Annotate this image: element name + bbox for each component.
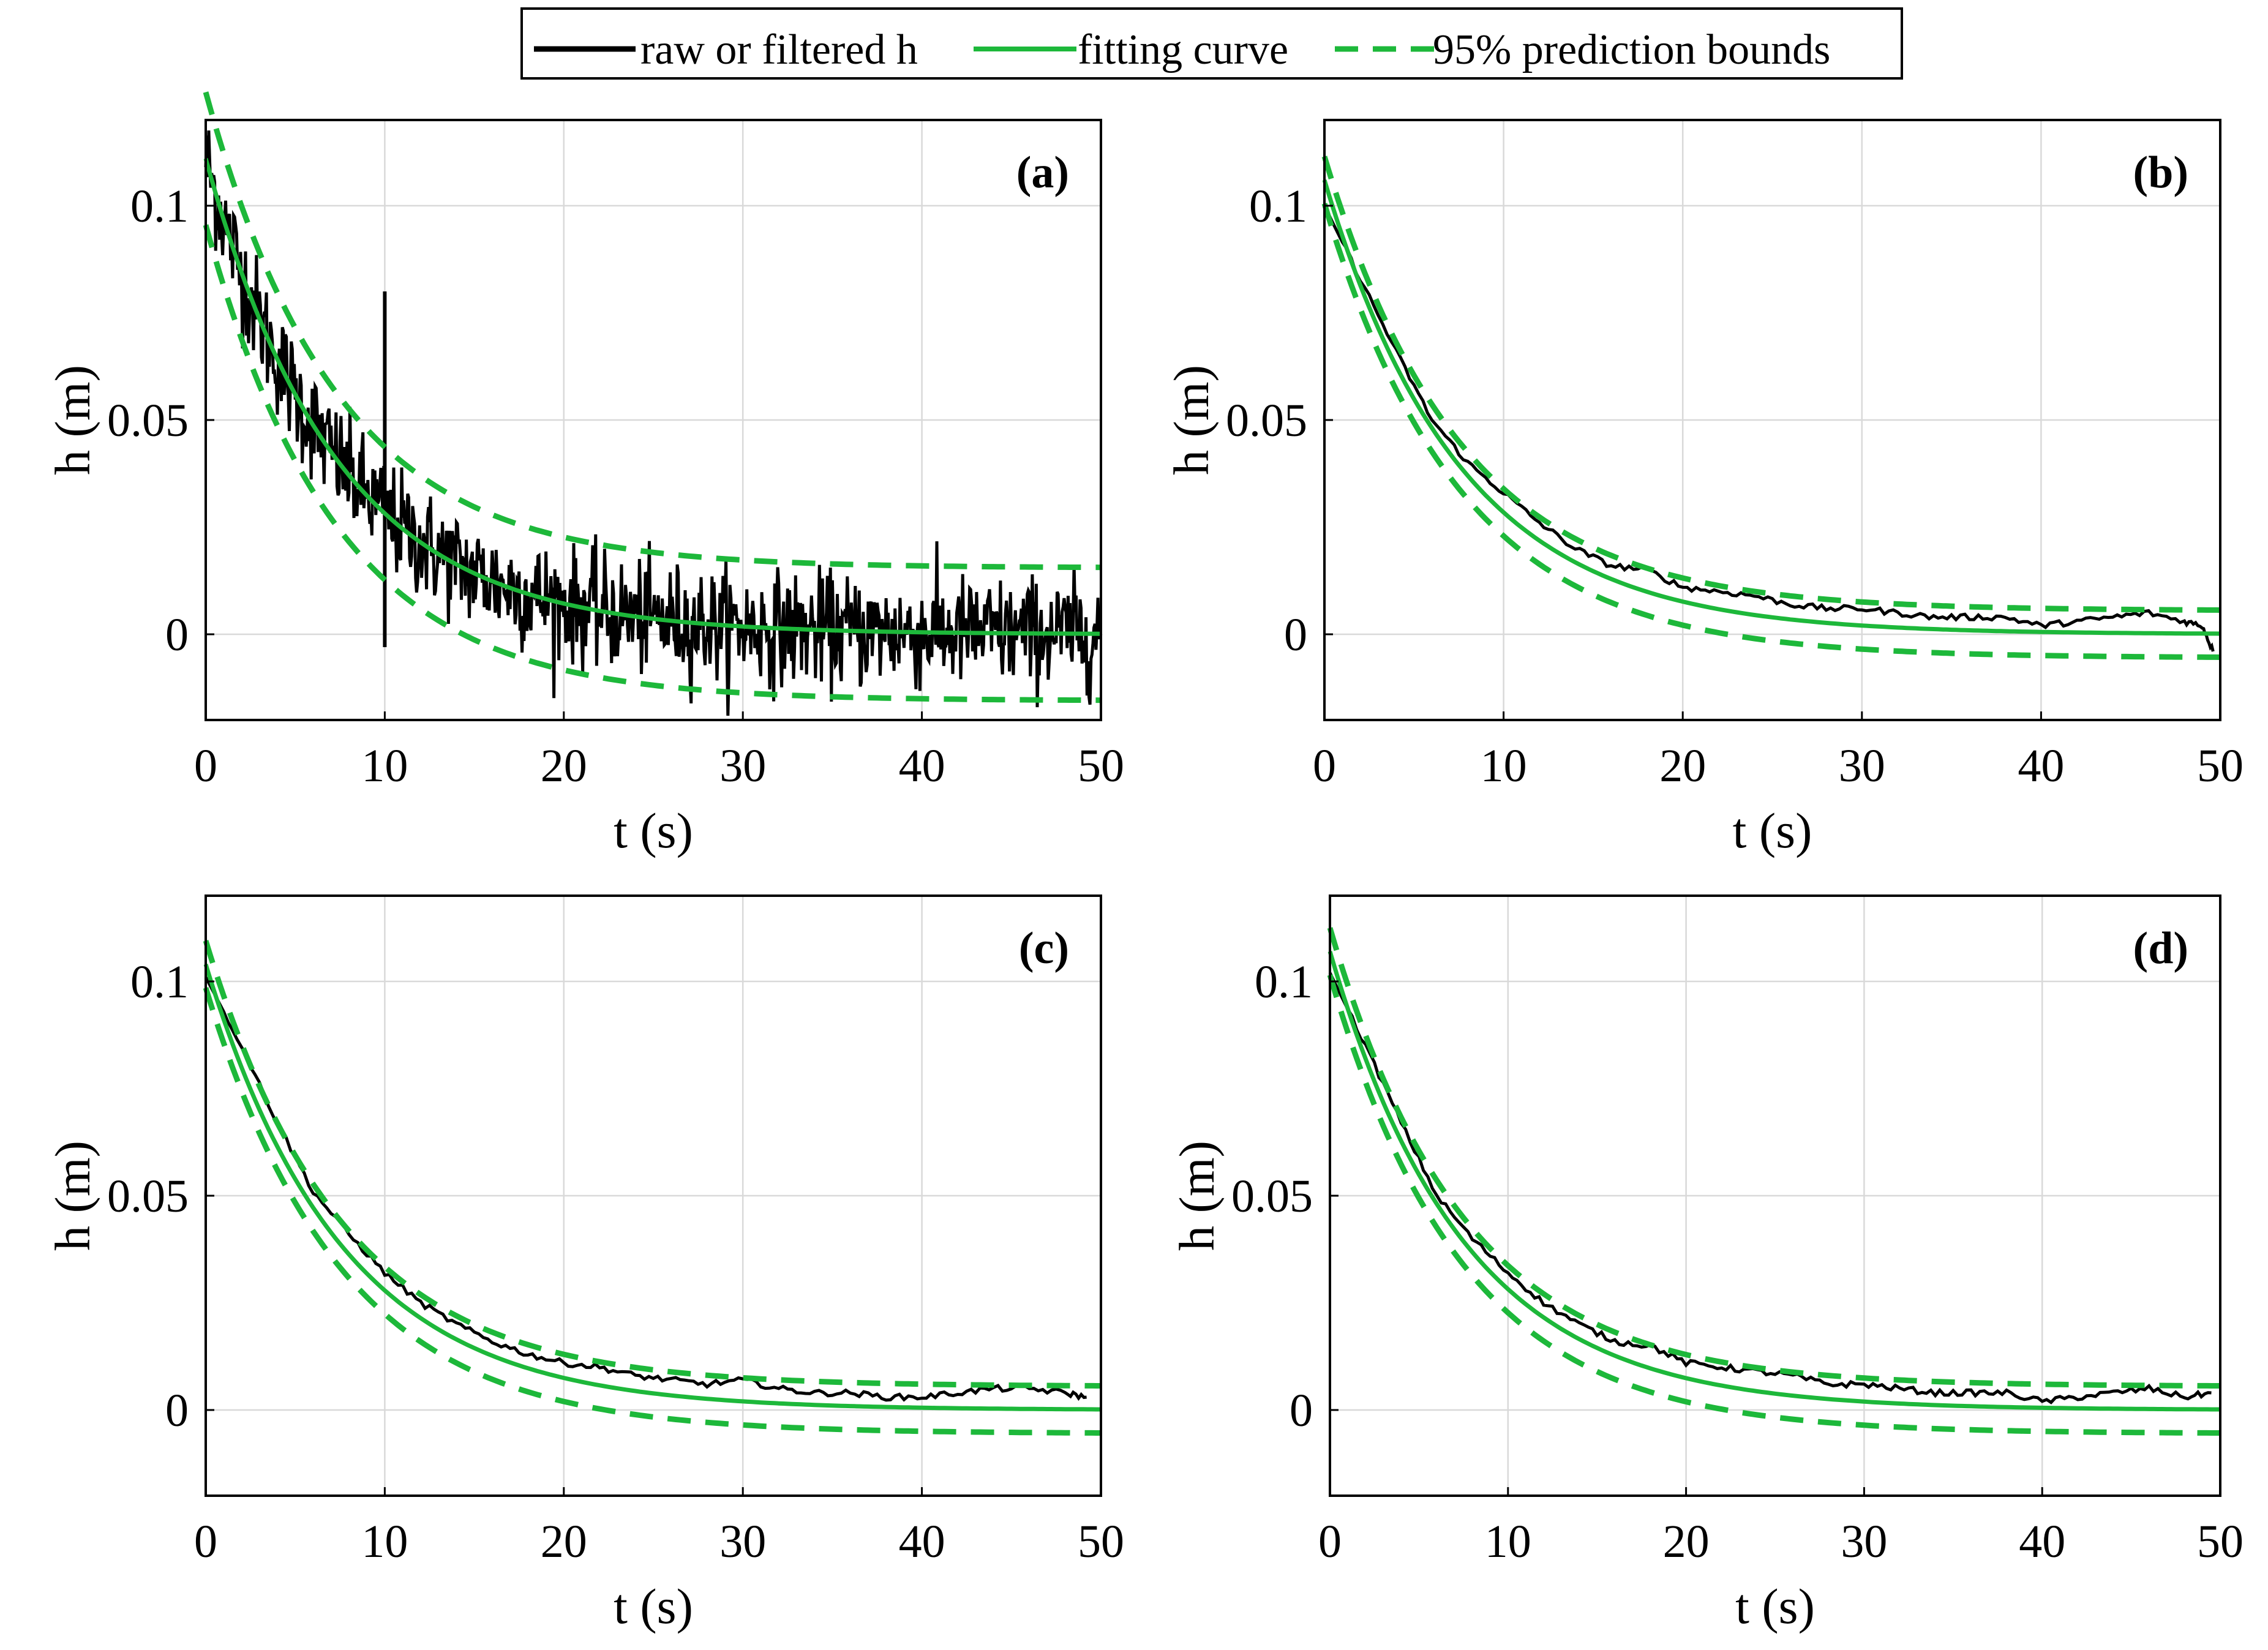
panel-d-upper-bound <box>1327 927 2220 1389</box>
panel-a-xtick-label-5: 50 <box>1078 740 1124 792</box>
panel-b-label: (b) <box>2133 148 2188 198</box>
panel-b-ytick-label-0: 0 <box>1284 609 1307 661</box>
panel-c-xtick-label-0: 0 <box>194 1516 217 1567</box>
legend-box <box>520 7 1903 80</box>
panel-c-ytick-label-0: 0 <box>165 1385 189 1436</box>
panel-b-xtick-label-1: 10 <box>1481 740 1527 792</box>
panel-a-y-label: h (m) <box>45 365 100 475</box>
panel-a-y-ticks: 0 0.05 0.1 <box>107 181 214 661</box>
panel-c-x-ticks: 0 10 20 30 40 50 <box>194 1487 1124 1567</box>
panel-b-xtick-label-5: 50 <box>2197 740 2244 792</box>
panel-b-ytick-label-2: 0.1 <box>1249 181 1307 232</box>
panel-b-filtered-h-line <box>1323 204 2215 652</box>
panel-b-fitting-curve <box>1322 179 2221 636</box>
panel-a-ytick-label-2: 0.1 <box>130 181 189 232</box>
panel-d-ytick-label-2: 0.1 <box>1255 956 1313 1008</box>
panel-a: 0 10 20 30 40 50 0 0.05 0.1 t (s) h (m) (a) <box>45 91 1124 858</box>
panel-d-xtick-label-1: 10 <box>1485 1516 1531 1567</box>
panel-c-upper-bound <box>203 940 1101 1389</box>
panel-c: 0 10 20 30 40 50 0 0.05 0.1 t (s) h (m) (c) <box>45 894 1124 1634</box>
panel-a-xtick-label-1: 10 <box>361 740 408 792</box>
panel-b-xtick-label-3: 30 <box>1839 740 1885 792</box>
panel-c-lower-bound <box>203 987 1101 1436</box>
panel-a-x-ticks: 0 10 20 30 40 50 <box>194 711 1124 792</box>
panel-a-ytick-label-0: 0 <box>165 609 189 661</box>
panel-d-xtick-label-0: 0 <box>1318 1516 1342 1567</box>
panel-c-xtick-label-3: 30 <box>719 1516 766 1567</box>
panel-c-y-ticks: 0 0.05 0.1 <box>107 956 214 1436</box>
panel-b-series <box>1321 156 2221 660</box>
panel-d-x-label: t (s) <box>1735 1578 1815 1634</box>
panel-b-y-label: h (m) <box>1163 365 1219 475</box>
panel-b: 0 10 20 30 40 50 0 0.05 0.1 t (s) h (m) (b) <box>1163 119 2244 858</box>
legend-label-fit: fitting curve <box>1078 26 1288 73</box>
panel-b-xtick-label-0: 0 <box>1313 740 1336 792</box>
panel-c-xtick-label-1: 10 <box>361 1516 408 1567</box>
legend-label-raw: raw or filtered h <box>640 26 918 73</box>
panel-a-upper-bound <box>203 91 1102 571</box>
panel-a-xtick-label-0: 0 <box>194 740 217 792</box>
panel-b-x-label: t (s) <box>1733 803 1812 858</box>
panel-d-series <box>1327 927 2220 1436</box>
panel-a-xtick-label-3: 30 <box>719 740 766 792</box>
panel-c-label: (c) <box>1019 923 1069 973</box>
panel-d-xtick-label-2: 20 <box>1663 1516 1710 1567</box>
panel-c-x-label: t (s) <box>614 1578 693 1634</box>
panel-c-y-label: h (m) <box>45 1141 100 1251</box>
panel-d-xtick-label-4: 40 <box>2019 1516 2065 1567</box>
panel-d-y-ticks: 0 0.05 0.1 <box>1231 956 1339 1436</box>
panel-d-xtick-label-5: 50 <box>2197 1516 2244 1567</box>
panel-c-ytick-label-2: 0.1 <box>130 956 189 1008</box>
panel-d-ytick-label-0: 0 <box>1290 1385 1313 1436</box>
panel-c-xtick-label-2: 20 <box>541 1516 587 1567</box>
panel-b-xtick-label-4: 40 <box>2018 740 2064 792</box>
panel-d-lower-bound <box>1327 974 2220 1436</box>
panel-d-filtered-h-line <box>1328 972 2212 1404</box>
panel-c-ytick-label-1: 0.05 <box>107 1171 189 1222</box>
panel-a-xtick-label-4: 40 <box>899 740 945 792</box>
panel-a-ytick-label-1: 0.05 <box>107 395 189 446</box>
panel-b-y-ticks: 0 0.05 0.1 <box>1226 181 1333 661</box>
panel-b-x-ticks: 0 10 20 30 40 50 <box>1313 711 2244 792</box>
panel-d-label: (d) <box>2133 923 2188 973</box>
panel-a-fitting-curve <box>203 158 1102 636</box>
panel-d: 0 10 20 30 40 50 0 0.05 0.1 t (s) h (m) (d) <box>1169 894 2244 1634</box>
panel-b-grid <box>1324 120 2220 720</box>
panel-c-series <box>203 940 1101 1436</box>
panel-b-xtick-label-2: 20 <box>1659 740 1706 792</box>
panel-c-xtick-label-5: 50 <box>1078 1516 1124 1567</box>
legend: raw or filtered h fitting curve 95% pred… <box>520 7 1903 80</box>
panel-c-xtick-label-4: 40 <box>899 1516 945 1567</box>
panel-b-ytick-label-1: 0.05 <box>1226 395 1307 446</box>
panel-c-fitting-curve <box>203 963 1101 1412</box>
legend-label-bounds: 95% prediction bounds <box>1433 26 1830 73</box>
panel-d-y-label: h (m) <box>1169 1141 1225 1251</box>
panel-d-xtick-label-3: 30 <box>1841 1516 1887 1567</box>
panel-a-xtick-label-2: 20 <box>541 740 587 792</box>
panel-a-x-label: t (s) <box>614 803 693 858</box>
panel-a-lower-bound <box>203 224 1102 703</box>
panel-d-ytick-label-1: 0.05 <box>1231 1171 1313 1222</box>
panel-d-x-ticks: 0 10 20 30 40 50 <box>1318 1487 2244 1567</box>
panel-a-label: (a) <box>1016 148 1069 198</box>
panel-c-filtered-h-line <box>204 976 1087 1402</box>
panel-a-series <box>203 91 1103 716</box>
panel-d-fitting-curve <box>1327 951 2220 1412</box>
